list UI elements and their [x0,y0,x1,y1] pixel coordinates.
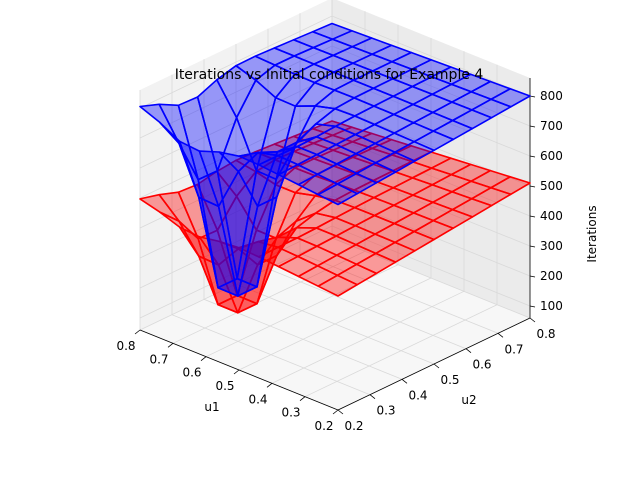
grid-line-z [139,225,531,319]
y-tick-mark [401,379,408,384]
x-tick-label: 0.7 [149,352,168,366]
x-tick-mark [167,343,174,348]
z-tick-mark [529,245,536,248]
tick-labels: 0.2 0.3 0.4 0.5 0.6 0.7 0.8 0.2 0.3 0.4 0.5 0.6 0.7 0… [116,89,562,433]
x-tick-mark [332,409,339,415]
surfaces [139,22,531,314]
x-tick-mark [266,383,273,388]
z-tick-label: 200 [540,269,563,283]
y-tick-mark [529,317,536,323]
z-axis-label: Iterations [585,205,599,262]
z-tick-label: 700 [540,119,563,133]
surface-face [317,274,359,297]
y-tick-label: 0.2 [344,419,363,433]
grid-line-y [171,74,371,396]
x-tick-label: 0.8 [116,339,135,353]
z-tick-mark [529,95,536,98]
z-tick-label: 500 [540,179,563,193]
x-axis-label: u1 [204,400,219,414]
grid-line-z [139,15,531,109]
x-tick-label: 0.4 [248,392,267,406]
chart-title: Iterations vs Initial conditions for Exa… [175,67,484,83]
y-tick-mark [497,333,504,338]
z-tick-mark [529,275,536,278]
surface-face [317,183,359,206]
x-tick-label: 0.6 [182,366,201,380]
z-tick-mark [529,305,536,308]
y-tick-label: 0.5 [440,373,459,387]
y-tick-mark [337,409,344,415]
y-tick-label: 0.6 [472,358,491,372]
z-tick-mark [529,125,536,128]
z-tick-label: 100 [540,299,563,313]
y-tick-label: 0.8 [536,327,555,341]
z-tick-mark [529,185,536,188]
y-tick-mark [369,394,376,399]
y-tick-mark [433,363,440,369]
grid-line-z [139,45,531,139]
x-tick-label: 0.5 [215,379,234,393]
grid-line-z [139,75,531,169]
grid-line-y [299,13,499,334]
x-tick-label: 0.3 [281,406,300,420]
surface-blue [139,22,531,297]
x-tick-label: 0.2 [314,419,333,433]
z-tick-label: 300 [540,239,563,253]
z-tick-label: 800 [540,89,563,103]
y-tick-label: 0.4 [408,388,427,402]
x-tick-mark [134,329,141,335]
grid-line-z [139,105,531,199]
tick-marks [134,95,536,415]
z-tick-label: 400 [540,209,563,223]
y-tick-label: 0.3 [376,404,395,418]
x-tick-mark [233,369,240,375]
z-tick-label: 600 [540,149,563,163]
y-tick-label: 0.7 [504,342,523,356]
x-tick-mark [299,396,306,401]
grid-line-y [203,59,403,380]
y-tick-mark [465,348,472,353]
x-tick-mark [200,356,207,361]
z-tick-mark [529,215,536,218]
y-axis-label: u2 [461,393,476,407]
z-tick-mark [529,155,536,158]
